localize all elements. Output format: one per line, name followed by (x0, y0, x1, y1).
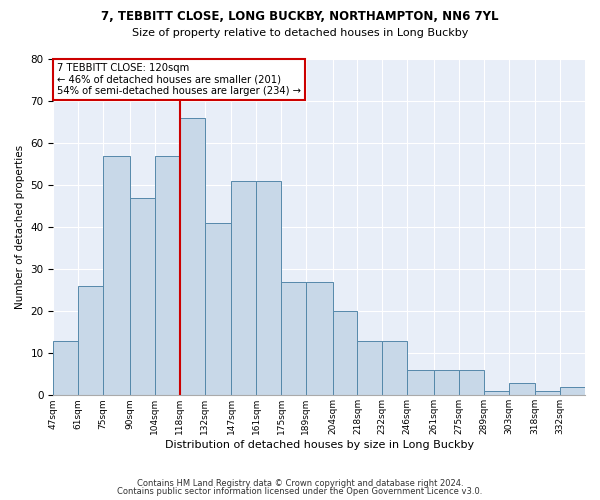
Text: 7 TEBBITT CLOSE: 120sqm
← 46% of detached houses are smaller (201)
54% of semi-d: 7 TEBBITT CLOSE: 120sqm ← 46% of detache… (57, 63, 301, 96)
Bar (535, 391, 560, 396)
Bar (78, 286, 103, 396)
Bar (382, 340, 407, 396)
Y-axis label: Number of detached properties: Number of detached properties (15, 145, 25, 309)
Bar (560, 387, 585, 396)
X-axis label: Distribution of detached houses by size in Long Buckby: Distribution of detached houses by size … (164, 440, 474, 450)
Bar (205, 223, 231, 396)
Bar (407, 370, 434, 396)
Text: Contains HM Land Registry data © Crown copyright and database right 2024.: Contains HM Land Registry data © Crown c… (137, 478, 463, 488)
Bar (179, 118, 205, 396)
Bar (434, 370, 459, 396)
Bar (306, 282, 332, 396)
Bar (281, 282, 306, 396)
Text: 7, TEBBITT CLOSE, LONG BUCKBY, NORTHAMPTON, NN6 7YL: 7, TEBBITT CLOSE, LONG BUCKBY, NORTHAMPT… (101, 10, 499, 23)
Bar (103, 156, 130, 396)
Bar (358, 340, 382, 396)
Bar (509, 382, 535, 396)
Bar (130, 198, 155, 396)
Bar (332, 311, 358, 396)
Text: Size of property relative to detached houses in Long Buckby: Size of property relative to detached ho… (132, 28, 468, 38)
Bar (53, 340, 78, 396)
Bar (256, 181, 281, 396)
Bar (484, 391, 509, 396)
Text: Contains public sector information licensed under the Open Government Licence v3: Contains public sector information licen… (118, 487, 482, 496)
Bar (459, 370, 484, 396)
Bar (231, 181, 256, 396)
Bar (155, 156, 179, 396)
